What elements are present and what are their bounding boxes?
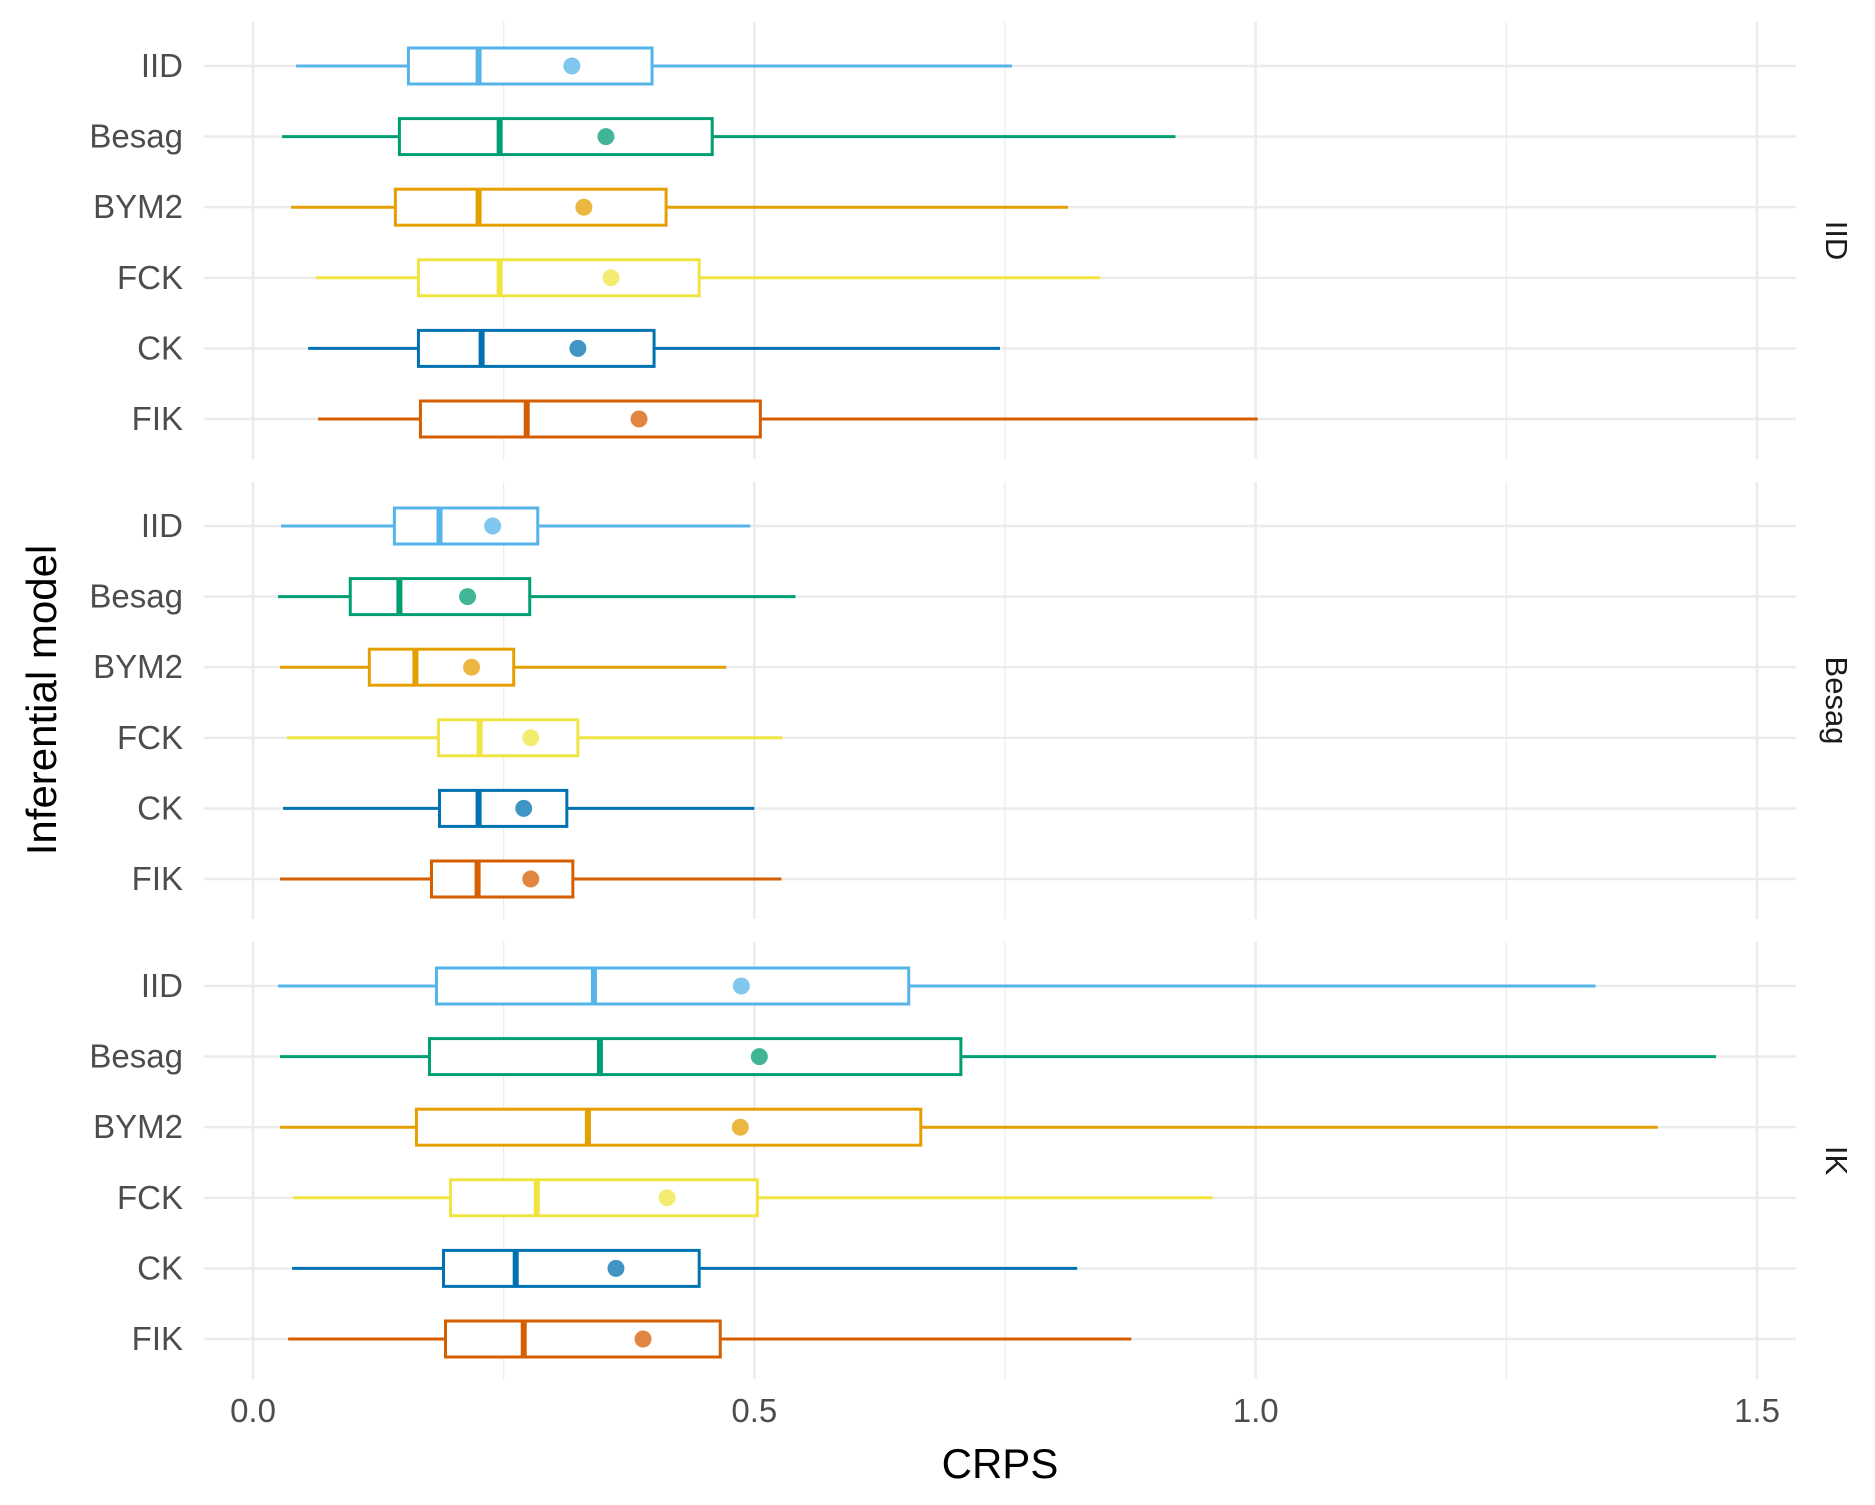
y-tick-label: FIK bbox=[132, 860, 183, 897]
y-tick-label: Besag bbox=[89, 1038, 183, 1075]
y-tick-label: BYM2 bbox=[93, 648, 183, 685]
box-fck bbox=[293, 1178, 1213, 1218]
iqr-box bbox=[367, 647, 516, 687]
box-fck bbox=[316, 258, 1101, 298]
y-tick-label: IID bbox=[141, 47, 183, 84]
box-besag bbox=[278, 577, 796, 617]
y-tick-label: IID bbox=[141, 507, 183, 544]
box-fck bbox=[287, 718, 783, 758]
iqr-box bbox=[414, 1107, 923, 1147]
iqr-box bbox=[418, 399, 762, 439]
x-tick-label: 1.5 bbox=[1734, 1392, 1780, 1429]
box-bym2 bbox=[291, 187, 1069, 227]
x-tick-label: 0.0 bbox=[230, 1392, 276, 1429]
iqr-box bbox=[416, 328, 656, 368]
y-tick-label: FIK bbox=[132, 1320, 183, 1357]
box-fik bbox=[318, 399, 1258, 439]
panel-layer: IID Besag BYM2 FCK CK FIK IID IID Besag BYM2 FCK CK… bbox=[89, 46, 1854, 1359]
y-tick-label: FCK bbox=[117, 1179, 183, 1216]
mean-point bbox=[575, 198, 593, 216]
mean-point bbox=[731, 1118, 749, 1136]
axis-layer: 0.0 0.5 1.0 1.5 bbox=[230, 1392, 1780, 1429]
y-axis-title: Inferential model bbox=[18, 545, 65, 856]
mean-point bbox=[569, 339, 587, 357]
iqr-box bbox=[416, 258, 701, 298]
x-axis-title: CRPS bbox=[942, 1440, 1059, 1487]
strip-label: Besag bbox=[1819, 657, 1854, 745]
box-besag bbox=[282, 117, 1176, 157]
mean-point bbox=[515, 799, 533, 817]
box-bym2 bbox=[280, 647, 727, 687]
y-tick-label: IID bbox=[141, 967, 183, 1004]
iqr-box bbox=[427, 1037, 963, 1077]
mean-point bbox=[634, 1330, 652, 1348]
y-tick-label: FCK bbox=[117, 259, 183, 296]
panel-0: IID Besag BYM2 FCK CK FIK IID bbox=[89, 46, 1854, 439]
x-tick-label: 0.5 bbox=[731, 1392, 777, 1429]
panel-1: IID Besag BYM2 FCK CK FIK Besag bbox=[89, 506, 1854, 899]
box-fik bbox=[280, 859, 782, 899]
box-fik bbox=[288, 1319, 1132, 1359]
iqr-box bbox=[393, 187, 668, 227]
iqr-box bbox=[444, 1319, 722, 1359]
iqr-box bbox=[436, 718, 580, 758]
strip-label: IK bbox=[1819, 1146, 1854, 1176]
y-tick-label: CK bbox=[137, 329, 183, 366]
iqr-box bbox=[397, 117, 714, 157]
mean-point bbox=[563, 57, 581, 75]
box-iid bbox=[281, 506, 751, 546]
iqr-box bbox=[434, 966, 911, 1006]
mean-point bbox=[630, 410, 648, 428]
mean-point bbox=[459, 588, 477, 606]
y-tick-label: BYM2 bbox=[93, 1108, 183, 1145]
box-ck bbox=[292, 1248, 1078, 1288]
box-iid bbox=[278, 966, 1596, 1006]
mean-point bbox=[522, 729, 540, 747]
y-tick-label: Besag bbox=[89, 578, 183, 615]
iqr-box bbox=[406, 46, 654, 86]
mean-point bbox=[522, 870, 540, 888]
y-tick-label: FCK bbox=[117, 719, 183, 756]
mean-point bbox=[750, 1048, 768, 1066]
box-besag bbox=[280, 1037, 1716, 1077]
mean-point bbox=[463, 658, 481, 676]
box-bym2 bbox=[280, 1107, 1658, 1147]
iqr-box bbox=[449, 1178, 759, 1218]
iqr-box bbox=[437, 788, 569, 828]
box-ck bbox=[308, 328, 1000, 368]
mean-point bbox=[602, 269, 620, 287]
mean-point bbox=[658, 1189, 676, 1207]
iqr-box bbox=[442, 1248, 701, 1288]
y-tick-label: FIK bbox=[132, 400, 183, 437]
y-tick-label: BYM2 bbox=[93, 188, 183, 225]
x-tick-label: 1.0 bbox=[1233, 1392, 1279, 1429]
strip-label: IID bbox=[1819, 221, 1854, 261]
y-tick-label: Besag bbox=[89, 118, 183, 155]
iqr-box bbox=[348, 577, 532, 617]
mean-point bbox=[484, 517, 502, 535]
box-ck bbox=[283, 788, 755, 828]
mean-point bbox=[732, 977, 750, 995]
mean-point bbox=[607, 1259, 625, 1277]
panel-2: IID Besag BYM2 FCK CK FIK IK bbox=[89, 966, 1854, 1359]
box-iid bbox=[296, 46, 1013, 86]
mean-point bbox=[597, 128, 615, 146]
iqr-box bbox=[392, 506, 540, 546]
y-tick-label: CK bbox=[137, 789, 183, 826]
y-tick-label: CK bbox=[137, 1249, 183, 1286]
iqr-box bbox=[429, 859, 575, 899]
